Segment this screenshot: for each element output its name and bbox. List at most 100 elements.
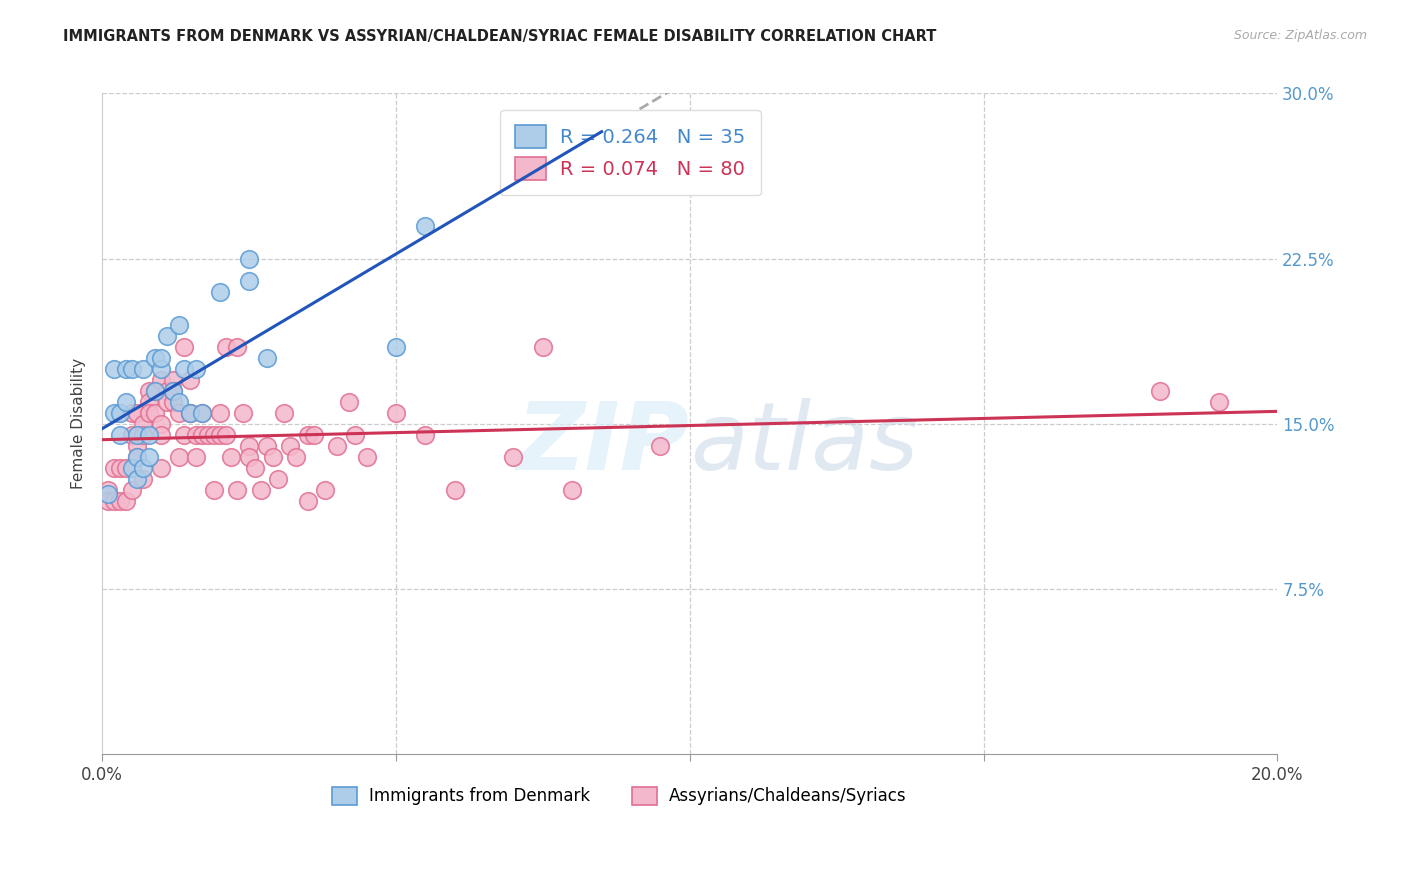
Point <box>114 394 136 409</box>
Point <box>121 406 143 420</box>
Point <box>162 384 184 398</box>
Point <box>132 472 155 486</box>
Point <box>1208 394 1230 409</box>
Point <box>179 373 201 387</box>
Point <box>179 406 201 420</box>
Point <box>173 427 195 442</box>
Point <box>197 427 219 442</box>
Point <box>356 450 378 464</box>
Point <box>108 427 131 442</box>
Point <box>273 406 295 420</box>
Point <box>167 318 190 332</box>
Point <box>179 406 201 420</box>
Point <box>208 427 231 442</box>
Point <box>149 373 172 387</box>
Point <box>167 450 190 464</box>
Point <box>502 450 524 464</box>
Point <box>156 328 179 343</box>
Point <box>97 487 120 501</box>
Point <box>121 460 143 475</box>
Point <box>337 394 360 409</box>
Text: atlas: atlas <box>690 398 918 489</box>
Point <box>186 450 208 464</box>
Point <box>149 417 172 431</box>
Point <box>191 406 214 420</box>
Point <box>214 340 236 354</box>
Point <box>108 494 131 508</box>
Legend: Immigrants from Denmark, Assyrians/Chaldeans/Syriacs: Immigrants from Denmark, Assyrians/Chald… <box>326 780 912 812</box>
Point <box>267 472 290 486</box>
Point <box>208 285 231 299</box>
Point <box>297 494 319 508</box>
Point <box>114 460 136 475</box>
Point <box>278 439 301 453</box>
Point <box>650 439 672 453</box>
Point <box>214 427 236 442</box>
Point <box>326 439 349 453</box>
Point <box>531 340 554 354</box>
Point <box>262 450 284 464</box>
Point <box>243 460 266 475</box>
Y-axis label: Female Disability: Female Disability <box>72 359 86 490</box>
Point <box>297 427 319 442</box>
Point <box>103 494 125 508</box>
Point <box>179 406 201 420</box>
Point <box>127 427 149 442</box>
Point <box>238 252 260 266</box>
Point <box>132 361 155 376</box>
Point <box>97 483 120 497</box>
Point <box>156 384 179 398</box>
Point <box>221 450 243 464</box>
Point <box>232 406 254 420</box>
Point <box>167 394 190 409</box>
Point <box>285 450 308 464</box>
Point <box>143 384 166 398</box>
Point <box>561 483 583 497</box>
Point <box>343 427 366 442</box>
Point <box>127 450 149 464</box>
Point <box>103 406 125 420</box>
Point <box>127 450 149 464</box>
Point <box>250 483 273 497</box>
Point <box>108 460 131 475</box>
Point <box>114 361 136 376</box>
Point <box>238 439 260 453</box>
Point <box>191 406 214 420</box>
Text: Source: ZipAtlas.com: Source: ZipAtlas.com <box>1233 29 1367 43</box>
Text: IMMIGRANTS FROM DENMARK VS ASSYRIAN/CHALDEAN/SYRIAC FEMALE DISABILITY CORRELATIO: IMMIGRANTS FROM DENMARK VS ASSYRIAN/CHAL… <box>63 29 936 45</box>
Point <box>149 427 172 442</box>
Point <box>127 406 149 420</box>
Point <box>314 483 336 497</box>
Point <box>208 406 231 420</box>
Point <box>156 394 179 409</box>
Point <box>162 373 184 387</box>
Point <box>132 427 155 442</box>
Point <box>132 460 155 475</box>
Point <box>121 427 143 442</box>
Point <box>591 120 613 134</box>
Point <box>202 427 225 442</box>
Point <box>415 219 437 233</box>
Point <box>173 340 195 354</box>
Point <box>186 427 208 442</box>
Point <box>143 406 166 420</box>
Point <box>302 427 325 442</box>
Point <box>138 406 160 420</box>
Point <box>114 494 136 508</box>
Point <box>238 450 260 464</box>
Point <box>108 406 131 420</box>
Point <box>415 427 437 442</box>
Point <box>132 417 155 431</box>
Point <box>103 361 125 376</box>
Point <box>121 483 143 497</box>
Point <box>385 406 408 420</box>
Point <box>127 439 149 453</box>
Point <box>162 384 184 398</box>
Point <box>121 361 143 376</box>
Point <box>385 340 408 354</box>
Text: ZIP: ZIP <box>517 398 690 490</box>
Point <box>1149 384 1171 398</box>
Point <box>138 450 160 464</box>
Point <box>226 483 249 497</box>
Point <box>143 384 166 398</box>
